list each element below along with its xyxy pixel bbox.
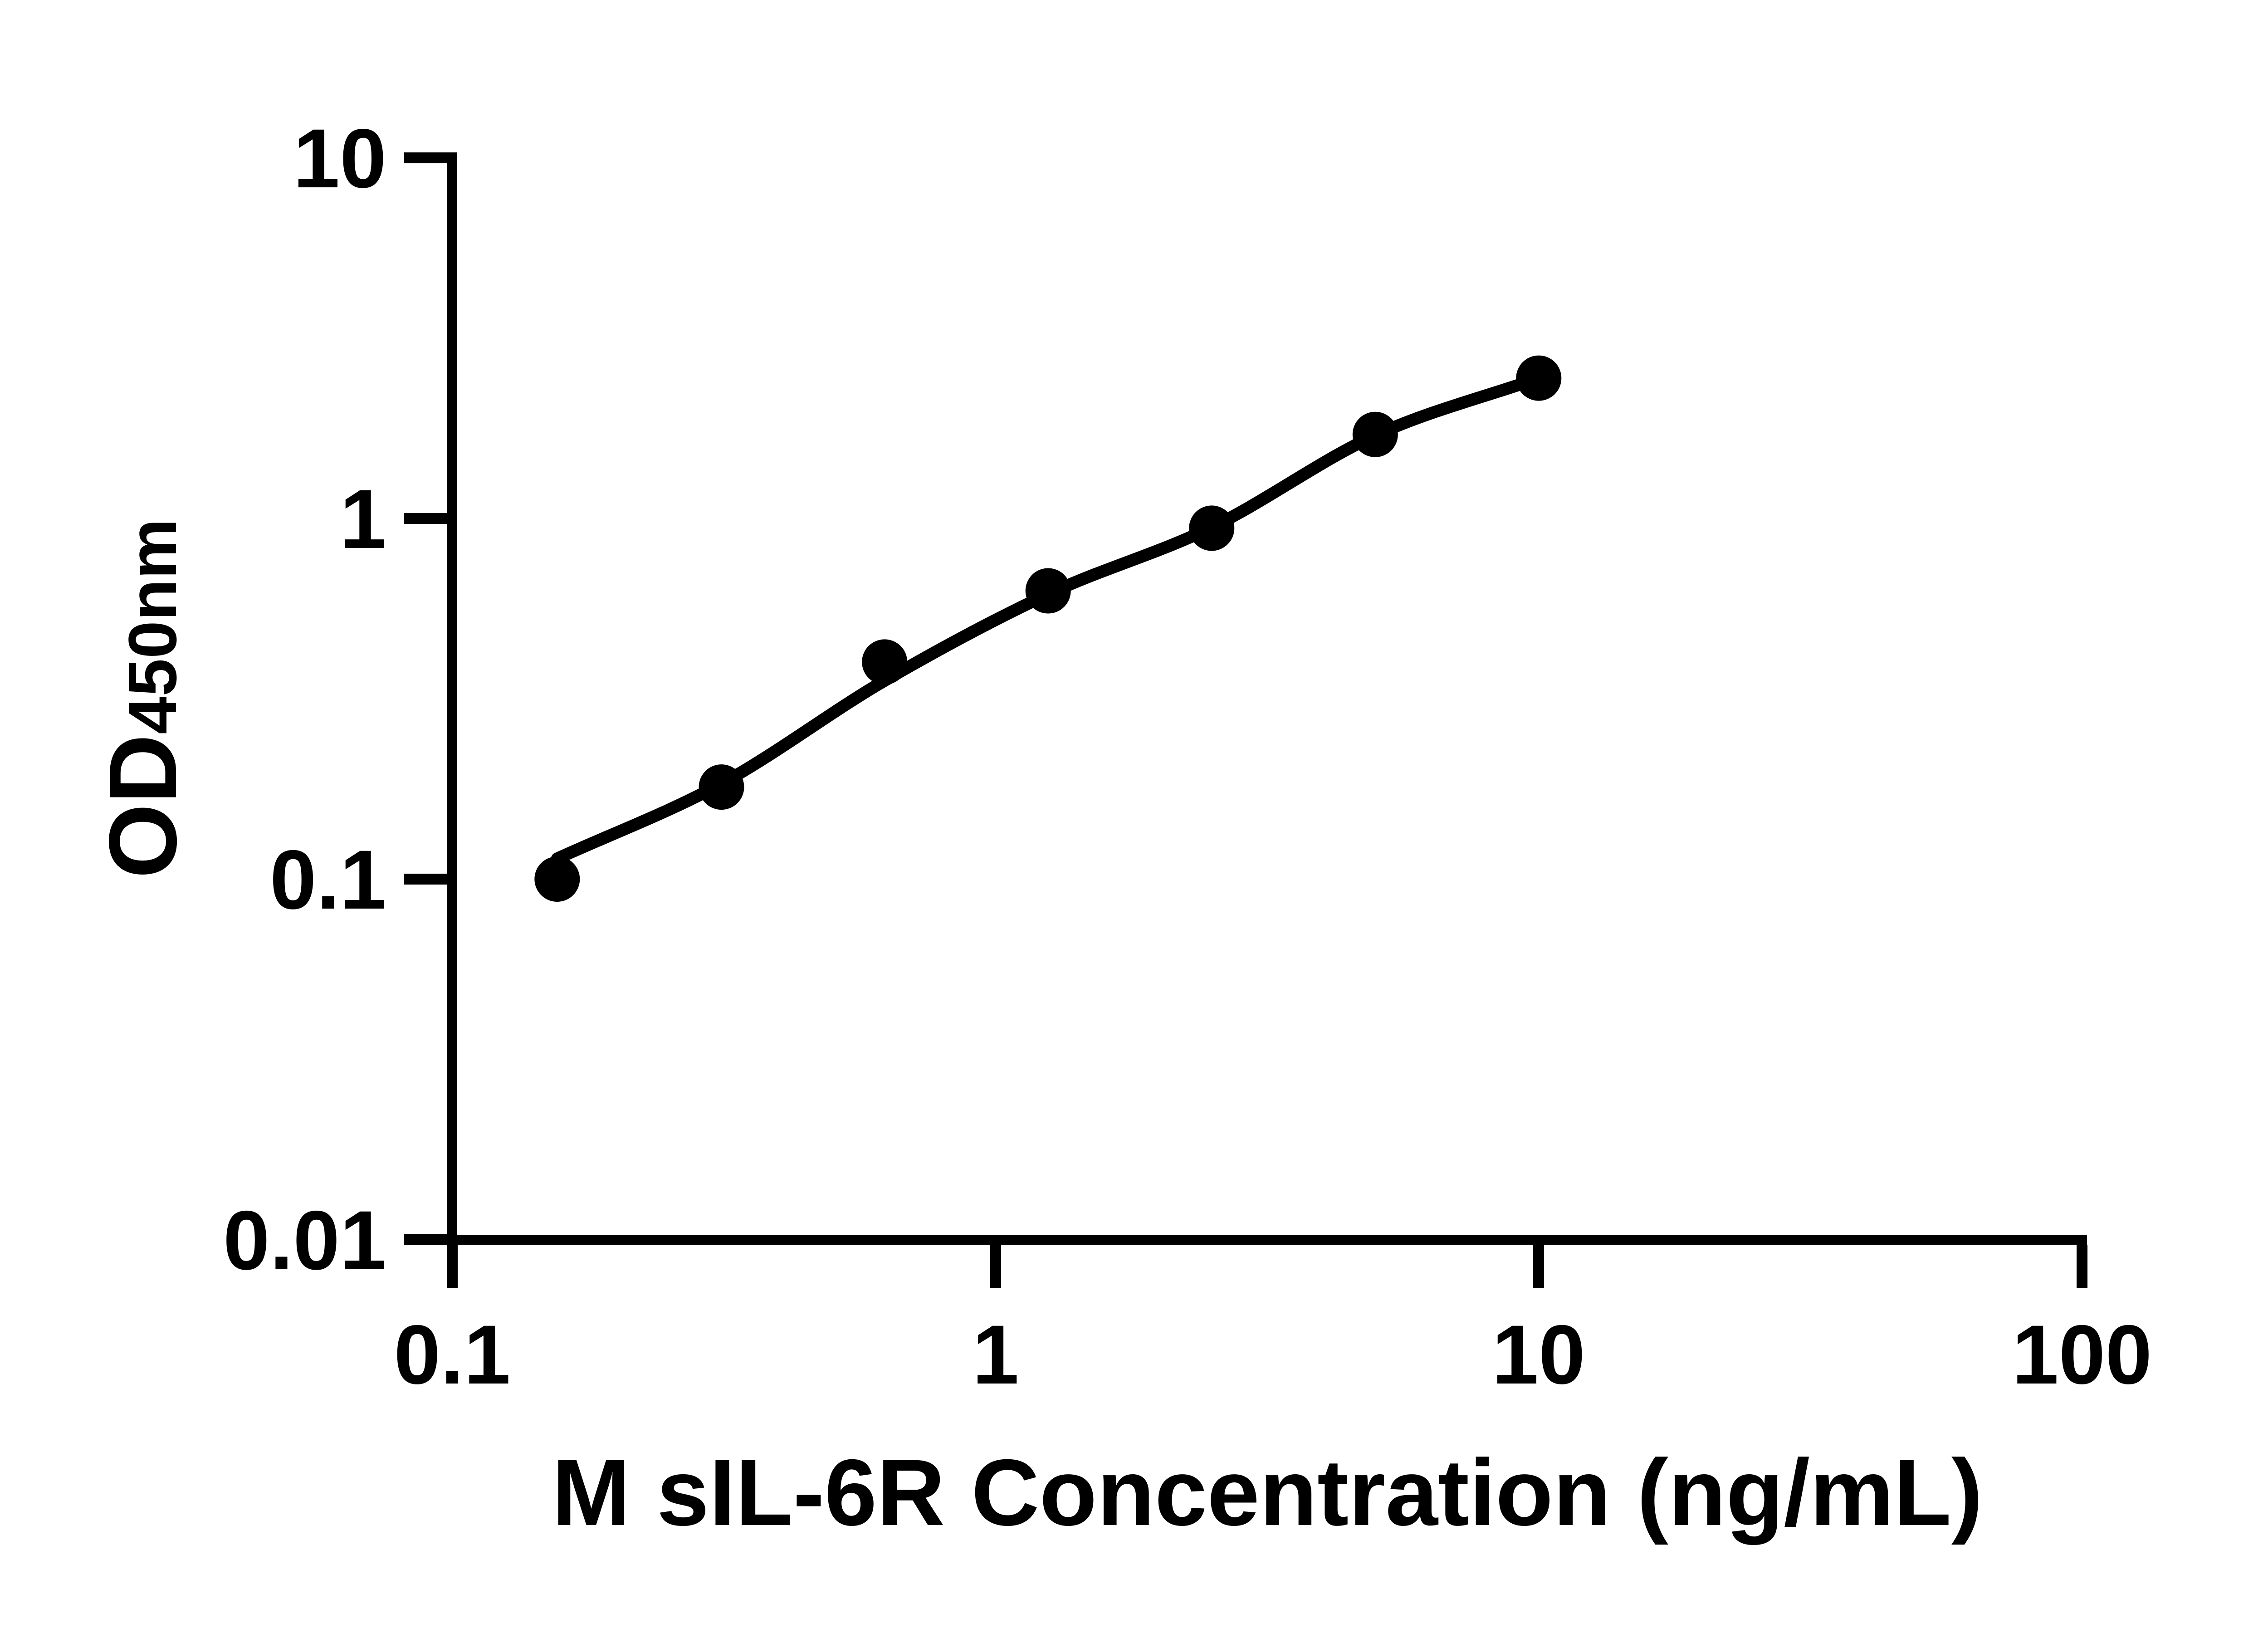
data-point [862,639,908,685]
y-axis-tick-labels: 10 1 0.1 0.01 [223,112,386,1287]
data-point [1189,505,1235,551]
data-point-layer [534,355,1562,902]
axes [447,152,2087,1245]
y-axis-ticks [404,152,448,1245]
x-axis-ticks [447,1245,2087,1288]
y-tick-label-1: 1 [340,473,386,566]
data-point [699,764,744,810]
x-tick-label-10: 10 [1492,1308,1585,1402]
x-tick-label-0.1: 0.1 [394,1308,510,1402]
data-point [1025,568,1071,614]
x-tick-label-100: 100 [2012,1308,2152,1402]
data-point [1352,411,1398,457]
x-axis-tick-labels: 0.1 1 10 100 [394,1308,2152,1402]
y-tick-label-10: 10 [293,112,386,205]
y-tick-label-0.1: 0.1 [270,833,386,927]
x-tick-label-1: 1 [973,1308,1019,1402]
y-axis-title-main: OD [89,734,196,879]
x-axis-title: M sIL-6R Concentration (ng/mL) [552,1440,1983,1545]
y-axis-title-subscript: 450nm [114,518,191,734]
data-point [534,856,580,902]
y-tick-label-0.01: 0.01 [223,1194,386,1287]
data-point [1516,355,1562,401]
y-axis-title: OD450nm [89,518,196,878]
